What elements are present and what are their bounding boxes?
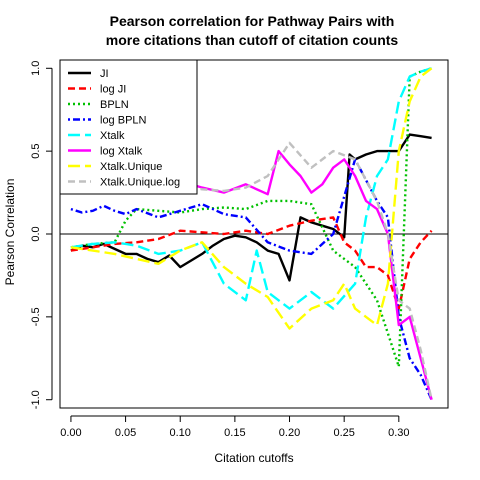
- y-axis-label: Pearson Correlation: [3, 179, 17, 286]
- y-tick-label: 0.5: [30, 143, 42, 158]
- x-tick-label: 0.20: [279, 427, 300, 439]
- legend-label-4: Xtalk: [100, 130, 125, 142]
- x-axis-label: Citation cutoffs: [214, 451, 293, 465]
- series-line-0: [70, 133, 432, 282]
- legend-label-5: log Xtalk: [100, 146, 143, 158]
- axis-layer: 0.00 0.05 0.10 0.15 0.20 0.25 0.30 -1.0 -0.5 0.0 0…: [30, 59, 449, 439]
- y-tick-label: 0.0: [30, 226, 42, 241]
- series-line-4: [70, 67, 432, 310]
- y-tick-label: 1.0: [30, 61, 42, 76]
- legend: JI log JI BPLN log BPLN Xtalk log Xtalk Xtalk.…: [59, 59, 198, 195]
- legend-label-6: Xtalk.Unique: [100, 161, 162, 173]
- series-line-1: [70, 216, 433, 310]
- legend-label-0: JI: [100, 68, 109, 80]
- plot-frame: [59, 59, 449, 409]
- legend-label-1: log JI: [100, 84, 126, 96]
- legend-label-7: Xtalk.Unique.log: [100, 177, 180, 189]
- x-tick-label: 0.15: [224, 427, 245, 439]
- legend-label-2: BPLN: [100, 99, 129, 111]
- series-line-6: [70, 67, 433, 330]
- x-tick-label: 0.00: [60, 427, 81, 439]
- x-tick-label: 0.30: [388, 427, 409, 439]
- y-tick-label: -1.0: [30, 390, 42, 409]
- chart-title-line1: Pearson correlation for Pathway Pairs wi…: [110, 13, 395, 29]
- legend-label-3: log BPLN: [100, 115, 147, 127]
- chart-title-line2: more citations than cutoff of citation c…: [106, 32, 399, 48]
- y-tick-label: -0.5: [30, 307, 42, 326]
- x-tick-label: 0.25: [333, 427, 354, 439]
- x-tick-label: 0.10: [170, 427, 191, 439]
- legend-box: [59, 59, 198, 195]
- x-tick-label: 0.05: [115, 427, 136, 439]
